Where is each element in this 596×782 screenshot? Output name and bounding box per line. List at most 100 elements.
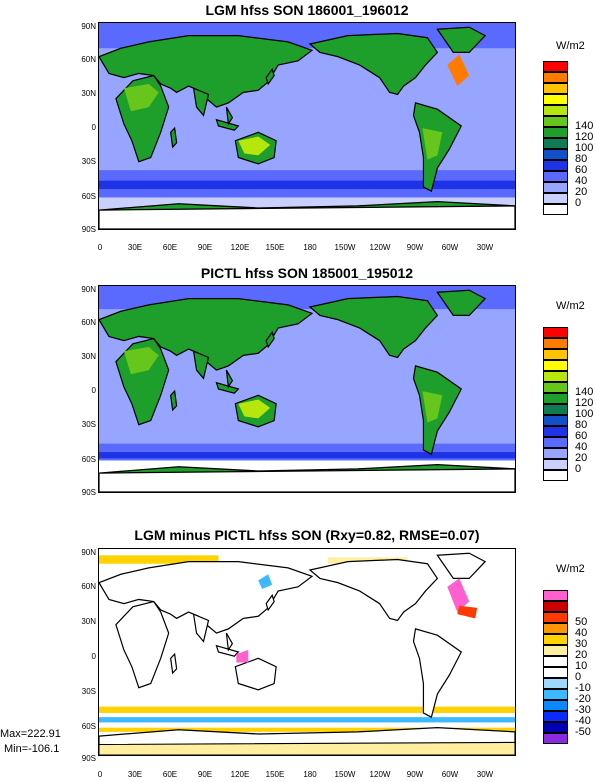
lon-label: 120E	[230, 770, 250, 779]
lon-label: 60E	[162, 770, 178, 779]
colorbar-swatch	[543, 612, 568, 623]
colorbar-swatch	[543, 678, 568, 689]
lon-label: 150W	[334, 770, 356, 779]
colorbar-label: 80	[575, 153, 588, 165]
lon-label: 150E	[265, 770, 285, 779]
colorbar-swatch	[543, 94, 568, 105]
colorbar-label: 60	[575, 164, 588, 176]
lat-label: 90N	[81, 22, 96, 31]
colorbar-label: 20	[575, 649, 588, 661]
colorbar-swatch	[543, 105, 568, 116]
colorbar-swatch	[543, 149, 568, 160]
lat-label: 60N	[81, 318, 96, 327]
lat-label: 60S	[81, 455, 96, 464]
colorbar-swatch	[543, 623, 568, 634]
colorbar-unit: W/m2	[556, 563, 585, 575]
colorbar-label: 40	[575, 627, 588, 639]
colorbar-label: -10	[575, 682, 591, 694]
lon-label: 0	[97, 770, 103, 779]
lat-label: 0	[91, 386, 96, 395]
colorbar-swatch	[543, 138, 568, 149]
lat-label: 30S	[81, 157, 96, 166]
colorbar-label: 0	[575, 463, 582, 475]
colorbar-label: -30	[575, 704, 591, 716]
colorbar-label: 10	[575, 660, 588, 672]
colorbar-label: 100	[575, 142, 594, 154]
heatmap-field	[99, 23, 515, 229]
colorbar-swatch	[543, 116, 568, 127]
colorbar-swatch	[543, 360, 568, 371]
colorbar-swatch	[543, 656, 568, 667]
lon-label: 0	[97, 243, 103, 252]
colorbar-swatch	[543, 426, 568, 437]
colorbar-swatch	[543, 601, 568, 612]
min-value: Min=-106.1	[4, 743, 60, 755]
colorbar-swatch	[543, 700, 568, 711]
lon-label: 120E	[230, 243, 250, 252]
lat-label: 90S	[81, 754, 96, 763]
lon-label: 60E	[162, 243, 178, 252]
lon-label: 120W	[369, 243, 391, 252]
colorbar-label: 80	[575, 419, 588, 431]
panel-title: LGM hfss SON 186001_196012	[205, 2, 409, 18]
lat-label: 60S	[81, 192, 96, 201]
lon-label: 150W	[334, 243, 356, 252]
lat-label: 0	[91, 123, 96, 132]
colorbar-swatch	[543, 371, 568, 382]
colorbar-swatch	[543, 171, 568, 182]
lon-label: 180	[303, 770, 317, 779]
lat-label: 30S	[81, 420, 96, 429]
colorbar-swatch	[543, 733, 568, 744]
colorbar-swatch	[543, 667, 568, 678]
colorbar-swatch	[543, 689, 568, 700]
colorbar-label: 40	[575, 441, 588, 453]
colorbar-label: -20	[575, 693, 591, 705]
colorbar-swatch	[543, 204, 568, 215]
colorbar-label: 20	[575, 452, 588, 464]
lat-label: 90S	[81, 488, 96, 497]
colorbar-label: 20	[575, 186, 588, 198]
colorbar-swatch	[543, 160, 568, 171]
lat-label: 60N	[81, 55, 96, 64]
lon-label: 120W	[369, 770, 391, 779]
map	[98, 285, 516, 493]
lat-label: 30N	[81, 617, 96, 626]
colorbar-label: -40	[575, 715, 591, 727]
heatmap-field	[99, 549, 515, 755]
colorbar-label: 60	[575, 430, 588, 442]
colorbar-swatch	[543, 404, 568, 415]
lon-label: 30W	[476, 770, 494, 779]
colorbar-swatch	[543, 590, 568, 601]
lon-label: 30W	[476, 243, 494, 252]
colorbar-label: 100	[575, 408, 594, 420]
colorbar-swatch	[543, 382, 568, 393]
lon-label: 180	[303, 243, 317, 252]
colorbar-swatch	[543, 448, 568, 459]
colorbar-label: 0	[575, 197, 582, 209]
lat-label: 90N	[81, 285, 96, 294]
heatmap-field	[99, 286, 515, 492]
colorbar-swatch	[543, 645, 568, 656]
lon-label: 60W	[441, 770, 459, 779]
lon-label: 30E	[127, 770, 143, 779]
colorbar-swatch	[543, 722, 568, 733]
colorbar-label: 140	[575, 386, 594, 398]
lat-label: 60S	[81, 722, 96, 731]
colorbar-label: 120	[575, 397, 594, 409]
colorbar-swatch	[543, 182, 568, 193]
lat-label: 30S	[81, 687, 96, 696]
colorbar-label: 0	[575, 671, 582, 683]
map	[98, 548, 516, 756]
panel-title: PICTL hfss SON 185001_195012	[200, 265, 414, 281]
colorbar-label: -50	[575, 726, 591, 738]
colorbar-swatch	[543, 349, 568, 360]
colorbar-swatch	[543, 459, 568, 470]
colorbar-unit: W/m2	[556, 300, 585, 312]
colorbar-swatch	[543, 711, 568, 722]
colorbar-swatch	[543, 127, 568, 138]
colorbar-swatch	[543, 437, 568, 448]
lat-label: 90N	[81, 548, 96, 557]
lon-label: 30E	[127, 243, 143, 252]
lat-label: 30N	[81, 89, 96, 98]
colorbar-swatch	[543, 72, 568, 83]
